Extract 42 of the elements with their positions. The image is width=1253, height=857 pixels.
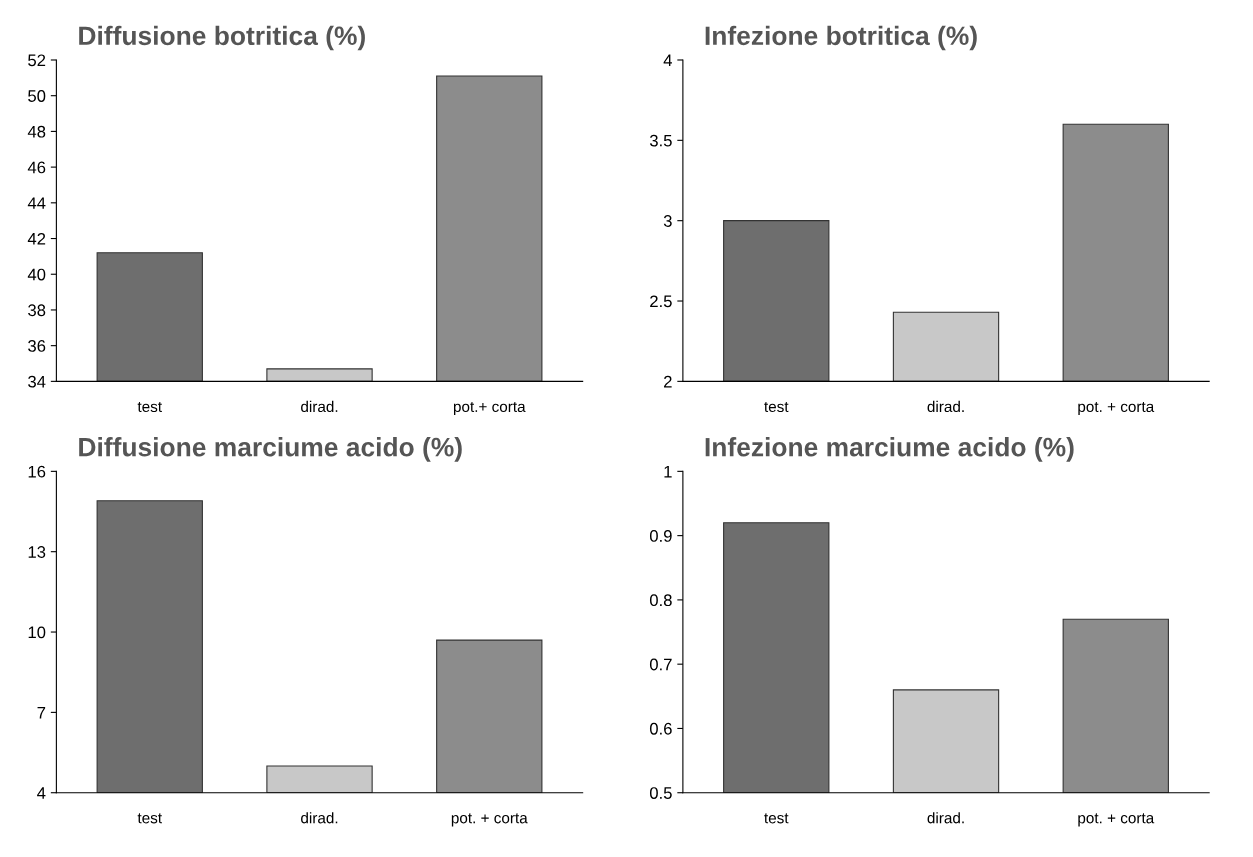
- chart-title: Diffusione botritica (%): [79, 25, 365, 51]
- x-tick-label: pot.+ corta: [453, 402, 526, 416]
- y-tick-label: 13: [28, 546, 46, 558]
- chart-title: Infezione botritica (%): [705, 25, 977, 51]
- y-tick-label: 44: [27, 197, 46, 209]
- y-tick-label: 3: [663, 215, 672, 227]
- y-tick-label: 1: [664, 465, 672, 478]
- x-tick-label: test: [764, 813, 789, 824]
- x-tick-label: dirad.: [927, 400, 964, 413]
- chart-title: Infezione marciume acido (%): [705, 437, 1074, 462]
- y-tick-label: 52: [28, 54, 46, 67]
- y-tick-label: 2: [664, 375, 672, 388]
- y-tick-label: 0.5: [649, 787, 672, 799]
- y-tick-label: 48: [27, 125, 46, 138]
- y-tick-label: 46: [27, 161, 46, 174]
- x-tick-label: test: [764, 402, 789, 413]
- x-tick-label: dirad.: [301, 812, 338, 824]
- y-tick-label: 50: [28, 90, 46, 102]
- x-tick-label: pot. + corta: [451, 813, 528, 827]
- x-tick-label: dirad.: [301, 400, 338, 413]
- y-tick-label: 0.8: [649, 594, 672, 607]
- y-tick-label: 2.5: [650, 295, 672, 308]
- x-tick-label: dirad.: [927, 812, 964, 824]
- x-tick-label: pot. + corta: [1078, 402, 1155, 416]
- y-tick-label: 0.7: [649, 658, 672, 671]
- y-tick-label: 16: [28, 465, 46, 478]
- x-tick-label: test: [137, 402, 162, 413]
- y-tick-label: 7: [37, 706, 46, 719]
- chart-title: Diffusione marciume acido (%): [79, 437, 462, 462]
- x-tick-label: test: [137, 813, 162, 824]
- y-tick-label: 36: [28, 340, 46, 352]
- x-tick-label: pot. + corta: [1078, 813, 1155, 827]
- y-tick-label: 4: [37, 787, 46, 799]
- y-tick-label: 40: [27, 268, 46, 281]
- y-tick-label: 34: [28, 375, 46, 388]
- y-tick-label: 38: [28, 304, 46, 317]
- y-tick-label: 4: [663, 54, 672, 67]
- y-tick-label: 10: [28, 626, 46, 639]
- y-tick-label: 3.5: [649, 134, 672, 147]
- y-tick-label: 0.6: [649, 722, 672, 735]
- y-tick-label: 0.9: [649, 530, 672, 542]
- y-tick-label: 42: [27, 232, 46, 245]
